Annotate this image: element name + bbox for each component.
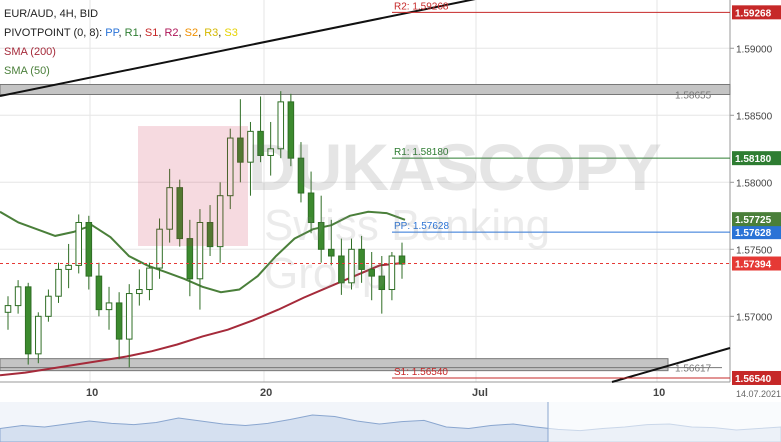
zone-box (0, 83, 731, 95)
candle-body (317, 221, 325, 250)
legend-sma50[interactable]: SMA (50) (4, 65, 50, 77)
candle-body (75, 221, 82, 266)
price-tag-bg (732, 256, 781, 271)
candle-body (196, 221, 204, 280)
candle-body (328, 248, 335, 257)
candle-body (277, 101, 285, 150)
zone-label: 1.58655 (675, 90, 712, 101)
candle-body (247, 130, 254, 163)
candlesticks (4, 91, 406, 368)
price-axis[interactable]: 1.59000 1.58500 1.58000 1.57500 1.57000 (730, 44, 773, 323)
legend-pivot-s3: S3 (224, 27, 238, 39)
candle-body (14, 286, 22, 307)
candle-body (186, 238, 194, 280)
level-tag: 1.58180 (735, 154, 772, 165)
pivot-level-label: R2: 1.59268 (394, 1, 449, 12)
candle-body (65, 264, 72, 270)
pivot-levels: R2: 1.59268 R1: 1.58180 PP: 1.57628 S1: 1.5… (392, 1, 730, 379)
level-tag-bg (732, 151, 781, 166)
y-tick-label: 1.57500 (736, 245, 773, 256)
legend-pivot-prefix: PIVOTPOINT (0, 8): (4, 27, 103, 39)
legend-sma200[interactable]: SMA (200) (4, 46, 56, 58)
candle-body (156, 228, 163, 269)
legend-pivot-r2: R2 (164, 27, 179, 39)
x-tick-label: 20 (260, 387, 272, 399)
y-tick-label: 1.59000 (736, 44, 773, 55)
navigator-window (548, 402, 781, 442)
candle-body (55, 268, 62, 297)
candle-body (35, 315, 42, 355)
navigator-strip[interactable] (0, 402, 781, 442)
legend-pivot-s1: S1 (144, 27, 159, 39)
sma50-line (0, 210, 406, 294)
date-label: 14.07.2021 (736, 389, 781, 399)
legend-pivot-pp: PP (105, 27, 119, 39)
y-tick-label: 1.58000 (736, 178, 773, 189)
pivot-level-label: R1: 1.58180 (394, 147, 449, 158)
moving-averages (0, 210, 406, 377)
level-tag-bg (732, 225, 781, 240)
price-tags: 1.59268 1.58180 1.57628 1.56540 1.57725 1.573… (732, 5, 781, 385)
candle-body (338, 255, 345, 284)
candle-body (166, 187, 173, 230)
candle-body (216, 195, 224, 248)
pivot-level-label: PP: 1.57628 (394, 221, 449, 232)
candle-body (287, 101, 295, 159)
candle-body (105, 302, 113, 311)
candle-body (368, 268, 375, 277)
candle-body (398, 255, 406, 265)
legend-symbol[interactable]: EUR/AUD, 4H, BID (4, 8, 99, 20)
candle-body (226, 137, 234, 197)
sma50-tag-bg (732, 212, 781, 227)
legend-pivot-r1: R1 (124, 27, 139, 39)
level-tag: 1.59268 (735, 8, 772, 19)
candle-body (95, 275, 103, 311)
candle-body (176, 187, 184, 240)
x-tick-label: 10 (86, 387, 98, 399)
candle-body (85, 221, 93, 277)
candle-body (267, 148, 274, 156)
level-tag: 1.56540 (735, 374, 772, 385)
sma200-line (0, 261, 406, 377)
y-tick-label: 1.57000 (736, 312, 773, 323)
candle-body (348, 248, 355, 284)
candle-body (358, 248, 365, 270)
legend-pivot-s2: S2 (184, 27, 199, 39)
lower-trendline (611, 347, 731, 383)
chart-legend: EUR/AUD, 4H, BID PIVOTPOINT (0, 8): PP, … (4, 5, 238, 81)
candle-body (136, 289, 143, 295)
candle-body (125, 293, 133, 340)
candle-body (388, 255, 396, 291)
resistance-support-zones: 1.58655 1.56617 (0, 83, 731, 375)
x-tick-label: Jul (472, 387, 488, 399)
candle-body (24, 286, 32, 355)
level-tag-bg (732, 5, 781, 20)
level-tag-bg (732, 370, 781, 385)
candle-body (206, 221, 214, 248)
price-tag: 1.57394 (735, 260, 772, 271)
time-axis[interactable]: 10 20 Jul 10 14.07.2021 (86, 387, 781, 399)
candle-body (237, 137, 244, 163)
level-tag: 1.57628 (735, 228, 772, 239)
candle-body (146, 267, 153, 291)
legend-pivotpoint[interactable]: PIVOTPOINT (0, 8): PP, R1, S1, R2, S2, R… (4, 27, 238, 39)
sma50-tag: 1.57725 (735, 215, 772, 226)
y-tick-label: 1.58500 (736, 111, 773, 122)
candle-body (307, 192, 315, 223)
x-tick-label: 10 (653, 387, 665, 399)
zone-label: 1.56617 (675, 364, 712, 375)
pivot-level-label: S1: 1.56540 (394, 367, 448, 378)
candle-body (378, 275, 386, 291)
candle-body (297, 157, 305, 194)
upper-trendline (0, 0, 476, 97)
candle-body (45, 295, 52, 317)
candle-body (115, 302, 123, 340)
candle-body (257, 130, 264, 156)
legend-pivot-r3: R3 (204, 27, 219, 39)
trendlines[interactable] (0, 0, 731, 383)
candle-body (4, 305, 12, 313)
